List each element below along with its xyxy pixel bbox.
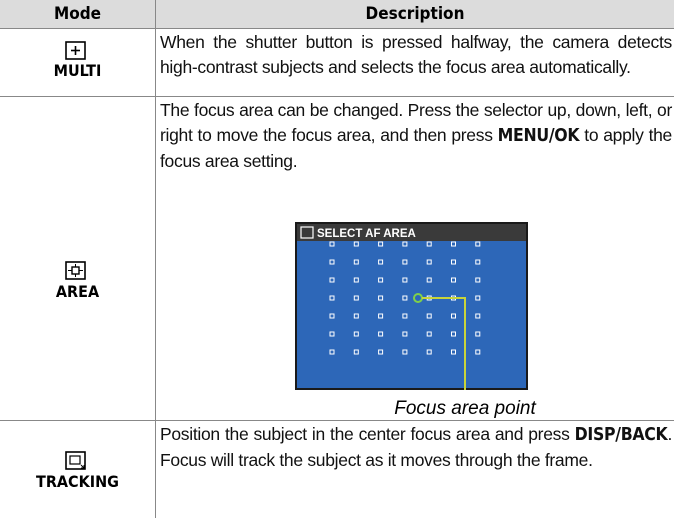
camera-screen: SELECT AF AREA [295,222,528,390]
focus-point [353,349,359,355]
focus-point [353,295,359,301]
focus-point [475,295,481,301]
focus-point [378,259,384,265]
focus-point [353,241,359,247]
focus-point [329,259,335,265]
screen-caption: Focus area point [394,398,536,419]
row-line [0,96,674,97]
bold-text: DISP/BACK [574,425,668,445]
focus-point [451,259,456,265]
focus-point [378,241,384,247]
focus-point [451,241,456,247]
focus-point [353,313,359,319]
bold-text: MENU/OK [497,126,580,146]
focus-point [378,295,384,301]
row-line [0,28,674,29]
divider [155,0,156,518]
text: The focus area can be changed. Press the… [160,100,672,145]
icon-tracking [65,451,86,470]
focus-point [353,277,359,283]
focus-point [402,313,408,319]
focus-point [402,241,408,247]
focus-point [353,259,359,265]
focus-point [426,277,432,283]
mode-label: TRACKING [36,472,119,491]
focus-point [426,331,432,337]
header-description: Description [156,0,674,28]
header-mode: Mode [0,0,155,28]
focus-point [329,277,335,283]
icon-multi [65,41,86,60]
focus-point [475,349,481,355]
focus-point [378,349,384,355]
focus-point [329,241,335,247]
description: Position the subject in the center focus… [160,422,672,473]
focus-point [378,313,384,319]
focus-point [475,277,481,283]
focus-point [378,331,384,337]
mode-label: MULTI [53,61,102,80]
focus-point [426,349,432,355]
focus-point [451,277,456,283]
focus-point [378,277,384,283]
focus-point [329,349,335,355]
icon-area [65,261,86,280]
focus-point [475,259,481,265]
text: When the shutter button is pressed halfw… [160,32,672,77]
text: Position the subject in the center focus… [160,424,575,444]
row-line [0,420,674,421]
screen-title: SELECT AF AREA [317,228,416,240]
description: When the shutter button is pressed halfw… [160,30,672,80]
text: . Focus will track the subject as it mov… [160,424,672,470]
description: The focus area can be changed. Press the… [160,98,672,174]
focus-point [402,259,408,265]
focus-point [329,295,335,301]
focus-point [475,241,481,247]
focus-point [402,331,408,337]
focus-point [451,331,456,337]
focus-point [353,331,359,337]
focus-point [475,331,481,337]
focus-point [426,259,432,265]
focus-point [402,295,408,301]
focus-point [426,313,432,319]
text: to apply the focus area setting. [160,125,672,171]
focus-point [402,349,408,355]
focus-point [426,241,432,247]
focus-point [402,277,408,283]
focus-point [451,349,456,355]
focus-point [451,313,456,319]
focus-point [329,313,335,319]
focus-point [329,331,335,337]
mode-label: AREA [55,282,100,301]
focus-point [475,313,481,319]
